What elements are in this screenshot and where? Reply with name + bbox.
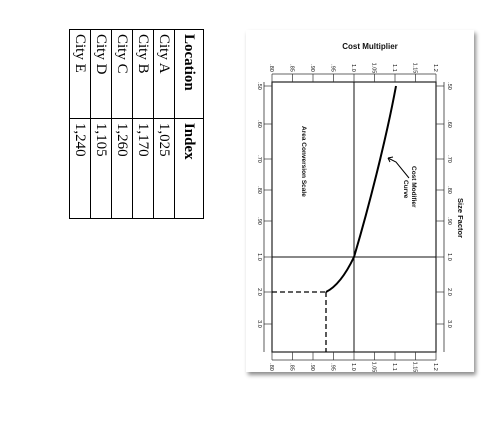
location-index-table: Location Index City A 1,025 City B 1,170… (69, 29, 204, 219)
top-multiplier-tick-label: 1.05 (371, 63, 377, 74)
index-cell: 1,260 (111, 118, 133, 219)
right-size-tick-label: .70 (446, 155, 452, 163)
curve-label-line2: Curve (402, 180, 409, 199)
top-multiplier-tick-label: .80 (268, 64, 274, 72)
top-multiplier-tick-label: .85 (289, 64, 295, 72)
location-cell: City D (90, 29, 112, 119)
bottom-multiplier-tick-label: 1.1 (391, 363, 397, 371)
bottom-multiplier-tick-label: 1.05 (371, 362, 377, 372)
area-conversion-scale-label: Area Conversion Scale (300, 126, 307, 197)
right-size-tick-label: 2.0 (446, 288, 452, 296)
bottom-multiplier-tick-label: .80 (268, 363, 274, 371)
bottom-multiplier-tick-label: 1.0 (350, 363, 356, 371)
left-size-tick-label: 2.0 (256, 288, 262, 296)
bottom-multiplier-ticks: .80 .85 .90 .95 1.0 1.05 1.1 1.15 1.2 (268, 352, 438, 372)
location-cell: City A (153, 29, 175, 119)
left-size-tick-label: .50 (256, 82, 262, 90)
index-cell: 1,240 (69, 118, 91, 219)
size-factor-axis-label: Size Factor (456, 198, 465, 238)
location-cell: City E (69, 29, 91, 119)
right-size-tick-label: 3.0 (446, 320, 452, 328)
table-row: City E 1,240 (69, 29, 91, 219)
location-header: Location (174, 29, 204, 119)
cost-modifier-curve (325, 85, 397, 293)
top-multiplier-tick-label: .95 (330, 64, 336, 72)
table-row: City D 1,105 (90, 29, 112, 219)
bottom-multiplier-tick-label: 1.2 (432, 363, 438, 371)
top-multiplier-tick-label: 1.0 (350, 64, 356, 72)
table-row: City A 1,025 (153, 29, 175, 219)
left-size-ticks: .50 .60 .70 .80 .90 1.0 2.0 3.0 (256, 82, 272, 328)
bottom-multiplier-tick-label: .85 (289, 363, 295, 371)
location-index-table-area: Location Index City A 1,025 City B 1,170… (69, 29, 204, 219)
table-row: City B 1,170 (132, 29, 154, 219)
left-size-tick-label: .60 (256, 120, 262, 128)
top-multiplier-tick-label: 1.15 (412, 63, 418, 74)
right-size-tick-label: 1.0 (446, 253, 452, 261)
index-cell: 1,170 (132, 118, 154, 219)
cost-multiplier-chart: Cost Multiplier .80 .85 .90 .95 1.0 1.05 1.1 1.… (246, 30, 474, 372)
index-cell: 1,105 (90, 118, 112, 219)
chart-drawing: Cost Multiplier .80 .85 .90 .95 1.0 1.05 1.1 1.… (256, 42, 465, 372)
location-cell: City B (132, 29, 154, 119)
index-header: Index (174, 118, 204, 219)
top-multiplier-tick-label: .90 (309, 64, 315, 72)
top-multiplier-tick-label: 1.2 (432, 64, 438, 72)
left-size-tick-label: .90 (256, 217, 262, 225)
location-cell: City C (111, 29, 133, 119)
bottom-multiplier-tick-label: 1.15 (412, 362, 418, 372)
top-multiplier-tick-label: 1.1 (391, 64, 397, 72)
chart-title: Cost Multiplier (342, 42, 398, 51)
callout-leader (387, 157, 410, 179)
curve-label-line1: Cost Modifier (410, 166, 417, 208)
right-size-tick-label: .50 (446, 82, 452, 90)
left-size-tick-label: .80 (256, 186, 262, 194)
table-row: City C 1,260 (111, 29, 133, 219)
right-size-tick-label: .60 (446, 120, 452, 128)
arrowhead-icon (387, 156, 394, 163)
right-size-tick-label: .80 (446, 186, 452, 194)
top-multiplier-ticks: .80 .85 .90 .95 1.0 1.05 1.1 1.15 1.2 (268, 63, 438, 82)
bottom-multiplier-tick-label: .95 (330, 363, 336, 371)
left-size-tick-label: 1.0 (256, 253, 262, 261)
left-size-tick-label: 3.0 (256, 320, 262, 328)
bottom-multiplier-tick-label: .90 (309, 363, 315, 371)
right-size-ticks: .50 .60 .70 .80 .90 1.0 2.0 3.0 (436, 82, 452, 328)
table-header-row: Location Index (174, 29, 204, 219)
index-cell: 1,025 (153, 118, 175, 219)
right-size-tick-label: .90 (446, 217, 452, 225)
left-size-tick-label: .70 (256, 155, 262, 163)
